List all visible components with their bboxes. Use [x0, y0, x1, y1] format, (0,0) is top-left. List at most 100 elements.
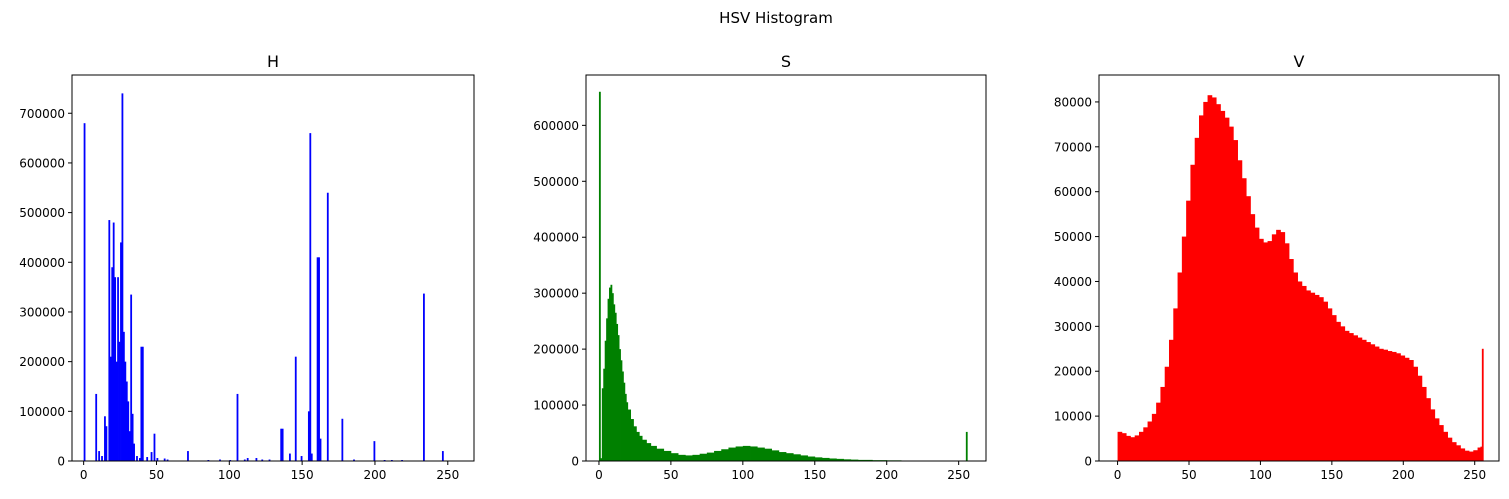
- histogram-bar-h: [423, 294, 425, 461]
- histogram-bar-v: [1280, 232, 1285, 461]
- histogram-bar-h: [311, 454, 313, 461]
- histogram-bar-v: [1362, 340, 1367, 461]
- x-tick-label-v: 250: [1463, 468, 1486, 482]
- axes-frame-s: [586, 75, 986, 461]
- histogram-bar-v: [1156, 403, 1161, 461]
- x-tick-label-s: 250: [947, 468, 970, 482]
- histogram-bar-v: [1182, 237, 1187, 461]
- histogram-bar-s: [664, 451, 672, 461]
- histogram-bar-v: [1293, 272, 1298, 461]
- x-tick-label-h: 0: [80, 468, 88, 482]
- histogram-bar-h: [295, 357, 297, 461]
- histogram-bar-v: [1439, 425, 1444, 461]
- histogram-bar-v: [1178, 272, 1183, 461]
- histogram-bar-v: [1473, 450, 1478, 461]
- y-tick-label-v: 20000: [1054, 365, 1092, 379]
- histogram-bar-v: [1306, 290, 1311, 461]
- histogram-bar-h: [136, 456, 138, 461]
- histogram-bar-s: [793, 454, 801, 461]
- histogram-bar-v: [1139, 432, 1144, 461]
- histogram-bar-v: [1126, 436, 1131, 461]
- histogram-bar-s: [646, 443, 651, 461]
- y-tick-label-s: 400000: [533, 231, 579, 245]
- histogram-bar-v: [1379, 349, 1384, 461]
- histogram-bar-h: [289, 454, 291, 461]
- histogram-bar-s: [707, 453, 715, 461]
- axes-frame-h: [72, 75, 474, 461]
- histogram-bar-s: [743, 446, 751, 461]
- histogram-bar-v: [1448, 438, 1453, 461]
- y-tick-label-v: 50000: [1054, 230, 1092, 244]
- y-tick-label-v: 0: [1084, 455, 1092, 469]
- histogram-bar-v: [1319, 297, 1324, 461]
- histogram-bar-v: [1388, 351, 1393, 461]
- histogram-bar-v: [1148, 422, 1153, 462]
- histogram-bar-v: [1482, 349, 1484, 461]
- x-tick-label-v: 200: [1392, 468, 1415, 482]
- histogram-bar-v: [1220, 111, 1225, 461]
- x-tick-label-h: 150: [291, 468, 314, 482]
- histogram-bar-v: [1246, 196, 1251, 461]
- subplot-title-s: S: [781, 52, 791, 71]
- histogram-bar-v: [1208, 95, 1213, 461]
- histogram-bar-v: [1396, 353, 1401, 461]
- histogram-bar-s: [808, 457, 816, 461]
- histogram-bar-v: [1478, 448, 1481, 461]
- y-tick-label-s: 200000: [533, 343, 579, 357]
- y-tick-label-h: 700000: [19, 107, 65, 121]
- histogram-bar-h: [320, 439, 322, 461]
- histogram-bar-v: [1328, 308, 1333, 461]
- histogram-bar-h: [282, 429, 284, 461]
- y-tick-label-v: 80000: [1054, 95, 1092, 109]
- histogram-bar-v: [1332, 315, 1337, 461]
- histogram-bar-h: [301, 456, 303, 461]
- histogram-bar-v: [1465, 451, 1470, 461]
- histogram-bar-v: [1118, 432, 1123, 461]
- histogram-bar-v: [1469, 452, 1474, 461]
- histogram-bar-v: [1443, 432, 1448, 461]
- x-tick-label-h: 100: [218, 468, 241, 482]
- y-tick-label-h: 200000: [19, 355, 65, 369]
- histogram-bar-v: [1165, 367, 1170, 461]
- histogram-bar-v: [1375, 347, 1380, 461]
- histogram-bar-h: [341, 419, 343, 461]
- histogram-bar-s: [651, 446, 657, 461]
- y-tick-label-s: 300000: [533, 287, 579, 301]
- histogram-bar-v: [1353, 335, 1358, 461]
- histogram-bar-h: [98, 451, 100, 461]
- histogram-bar-v: [1268, 241, 1273, 461]
- y-tick-label-s: 500000: [533, 175, 579, 189]
- y-tick-label-s: 0: [571, 455, 579, 469]
- histogram-bar-v: [1430, 409, 1435, 461]
- x-tick-label-v: 50: [1181, 468, 1196, 482]
- histogram-bar-s: [631, 419, 634, 461]
- x-tick-label-s: 200: [875, 468, 898, 482]
- histogram-bar-v: [1203, 102, 1208, 461]
- histogram-bar-v: [1315, 295, 1320, 461]
- histogram-bar-v: [1345, 331, 1350, 461]
- y-tick-label-v: 60000: [1054, 185, 1092, 199]
- y-tick-label-h: 100000: [19, 405, 65, 419]
- y-tick-label-h: 300000: [19, 305, 65, 319]
- histogram-bar-v: [1460, 448, 1465, 461]
- histogram-bar-s: [671, 453, 679, 461]
- histogram-bar-v: [1250, 214, 1255, 461]
- histogram-bar-v: [1143, 427, 1148, 461]
- histogram-bar-v: [1358, 338, 1363, 461]
- histogram-bar-s: [728, 448, 736, 461]
- histogram-bar-s: [685, 455, 693, 461]
- histogram-bar-v: [1263, 242, 1268, 461]
- histogram-bar-s: [764, 449, 772, 461]
- histogram-bar-v: [1426, 398, 1431, 461]
- histogram-bar-v: [1173, 308, 1178, 461]
- histogram-bar-v: [1238, 160, 1243, 461]
- histogram-bar-s: [772, 450, 780, 461]
- histogram-bar-v: [1349, 333, 1354, 461]
- histogram-bar-s: [757, 448, 765, 461]
- x-tick-label-s: 0: [595, 468, 603, 482]
- histogram-bar-v: [1160, 387, 1165, 461]
